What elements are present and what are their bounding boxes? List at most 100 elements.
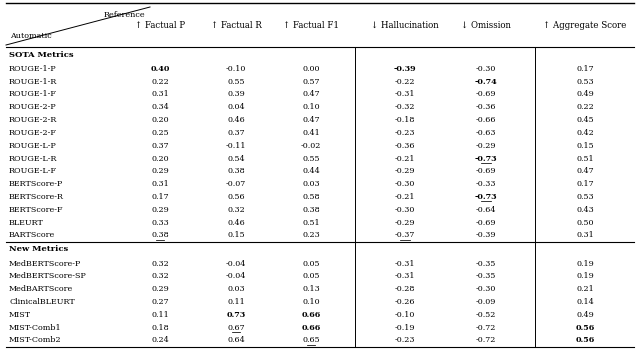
- Text: 0.24: 0.24: [151, 336, 169, 344]
- Text: -0.69: -0.69: [476, 167, 496, 175]
- Text: ↑ Aggregate Score: ↑ Aggregate Score: [543, 21, 627, 29]
- Text: -0.69: -0.69: [476, 91, 496, 98]
- Text: -0.04: -0.04: [226, 260, 246, 268]
- Text: 0.45: 0.45: [576, 116, 594, 124]
- Text: New Metrics: New Metrics: [9, 245, 68, 253]
- Text: -0.29: -0.29: [395, 218, 415, 226]
- Text: 0.15: 0.15: [576, 142, 594, 150]
- Text: ↓ Omission: ↓ Omission: [461, 21, 511, 29]
- Text: -0.35: -0.35: [476, 260, 496, 268]
- Text: 0.15: 0.15: [227, 231, 245, 239]
- Text: 0.17: 0.17: [151, 193, 169, 201]
- Text: -0.30: -0.30: [476, 65, 496, 73]
- Text: 0.18: 0.18: [151, 324, 169, 331]
- Text: 0.56: 0.56: [575, 324, 595, 331]
- Text: 0.47: 0.47: [576, 167, 594, 175]
- Text: -0.52: -0.52: [476, 311, 496, 319]
- Text: 0.14: 0.14: [576, 298, 594, 306]
- Text: -0.07: -0.07: [226, 180, 246, 188]
- Text: -0.28: -0.28: [395, 285, 415, 293]
- Text: 0.65: 0.65: [302, 336, 320, 344]
- Text: 0.38: 0.38: [151, 231, 169, 239]
- Text: 0.37: 0.37: [227, 129, 245, 137]
- Text: 0.38: 0.38: [302, 206, 320, 214]
- Text: -0.23: -0.23: [395, 129, 415, 137]
- Text: -0.09: -0.09: [476, 298, 496, 306]
- Text: ROUGE-L-F: ROUGE-L-F: [9, 167, 57, 175]
- Text: ↑ Factual R: ↑ Factual R: [211, 21, 261, 29]
- Text: -0.73: -0.73: [475, 193, 497, 201]
- Text: 0.57: 0.57: [302, 78, 320, 86]
- Text: -0.04: -0.04: [226, 272, 246, 280]
- Text: 0.11: 0.11: [227, 298, 245, 306]
- Text: 0.19: 0.19: [576, 272, 594, 280]
- Text: ROUGE-L-R: ROUGE-L-R: [9, 154, 58, 162]
- Text: -0.11: -0.11: [226, 142, 246, 150]
- Text: ↑ Factual F1: ↑ Factual F1: [283, 21, 339, 29]
- Text: -0.63: -0.63: [476, 129, 496, 137]
- Text: 0.05: 0.05: [302, 272, 320, 280]
- Text: 0.42: 0.42: [576, 129, 594, 137]
- Text: 0.29: 0.29: [151, 285, 169, 293]
- Text: 0.64: 0.64: [227, 336, 245, 344]
- Text: 0.47: 0.47: [302, 116, 320, 124]
- Text: 0.56: 0.56: [575, 336, 595, 344]
- Text: 0.22: 0.22: [151, 78, 169, 86]
- Text: 0.19: 0.19: [576, 260, 594, 268]
- Text: -0.21: -0.21: [395, 193, 415, 201]
- Text: 0.66: 0.66: [301, 311, 321, 319]
- Text: 0.56: 0.56: [227, 193, 245, 201]
- Text: 0.39: 0.39: [227, 91, 245, 98]
- Text: -0.29: -0.29: [395, 167, 415, 175]
- Text: -0.10: -0.10: [395, 311, 415, 319]
- Text: 0.55: 0.55: [227, 78, 244, 86]
- Text: -0.39: -0.39: [476, 231, 496, 239]
- Text: -0.31: -0.31: [395, 91, 415, 98]
- Text: MIST: MIST: [9, 311, 31, 319]
- Text: -0.66: -0.66: [476, 116, 496, 124]
- Text: 0.17: 0.17: [576, 65, 594, 73]
- Text: ROUGE-1-F: ROUGE-1-F: [9, 91, 57, 98]
- Text: MedBERTScore-P: MedBERTScore-P: [9, 260, 81, 268]
- Text: 0.49: 0.49: [576, 311, 594, 319]
- Text: -0.22: -0.22: [395, 78, 415, 86]
- Text: 0.10: 0.10: [302, 103, 320, 111]
- Text: BARTScore: BARTScore: [9, 231, 55, 239]
- Text: -0.02: -0.02: [301, 142, 321, 150]
- Text: 0.51: 0.51: [576, 154, 594, 162]
- Text: -0.73: -0.73: [475, 154, 497, 162]
- Text: 0.38: 0.38: [227, 167, 245, 175]
- Text: 0.46: 0.46: [227, 116, 245, 124]
- Text: 0.40: 0.40: [150, 65, 170, 73]
- Text: 0.04: 0.04: [227, 103, 245, 111]
- Text: ↓ Hallucination: ↓ Hallucination: [371, 21, 439, 29]
- Text: -0.74: -0.74: [475, 78, 497, 86]
- Text: 0.43: 0.43: [576, 206, 594, 214]
- Text: 0.41: 0.41: [302, 129, 320, 137]
- Text: 0.58: 0.58: [302, 193, 320, 201]
- Text: 0.53: 0.53: [576, 193, 594, 201]
- Text: 0.20: 0.20: [151, 116, 169, 124]
- Text: -0.64: -0.64: [476, 206, 496, 214]
- Text: 0.67: 0.67: [227, 324, 245, 331]
- Text: 0.73: 0.73: [227, 311, 246, 319]
- Text: 0.31: 0.31: [151, 180, 169, 188]
- Text: Reference: Reference: [104, 11, 145, 19]
- Text: 0.47: 0.47: [302, 91, 320, 98]
- Text: Automatic: Automatic: [10, 32, 52, 40]
- Text: 0.20: 0.20: [151, 154, 169, 162]
- Text: ROUGE-2-P: ROUGE-2-P: [9, 103, 56, 111]
- Text: -0.30: -0.30: [395, 206, 415, 214]
- Text: 0.32: 0.32: [151, 260, 169, 268]
- Text: 0.25: 0.25: [151, 129, 169, 137]
- Text: MIST-Comb2: MIST-Comb2: [9, 336, 61, 344]
- Text: ROUGE-1-P: ROUGE-1-P: [9, 65, 56, 73]
- Text: ROUGE-1-R: ROUGE-1-R: [9, 78, 58, 86]
- Text: 0.53: 0.53: [576, 78, 594, 86]
- Text: BERTScore-P: BERTScore-P: [9, 180, 63, 188]
- Text: 0.23: 0.23: [302, 231, 320, 239]
- Text: 0.31: 0.31: [576, 231, 594, 239]
- Text: 0.17: 0.17: [576, 180, 594, 188]
- Text: -0.35: -0.35: [476, 272, 496, 280]
- Text: -0.32: -0.32: [395, 103, 415, 111]
